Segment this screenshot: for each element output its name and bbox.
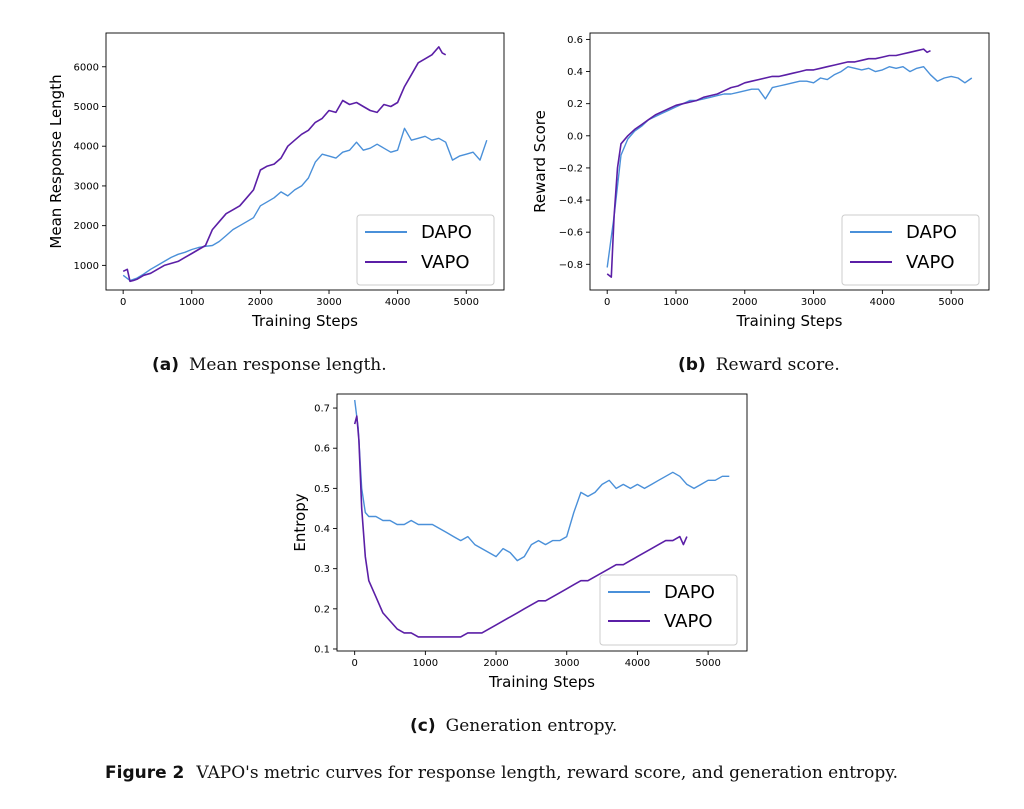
legend-label-vapo: VAPO (664, 611, 713, 632)
y-tick-label: 0.3 (314, 564, 330, 575)
x-tick-label: 4000 (625, 658, 650, 669)
caption-a-tag: (a) (152, 355, 180, 375)
caption-b: (b) Reward score. (678, 355, 840, 375)
y-tick-label: −0.2 (559, 163, 583, 174)
y-tick-label: 5000 (74, 102, 99, 113)
y-tick-label: 6000 (74, 62, 99, 73)
caption-c: (c) Generation entropy. (410, 716, 617, 736)
caption-a-text: Mean response length. (189, 355, 387, 375)
caption-c-tag: (c) (410, 716, 436, 736)
legend-label-dapo: DAPO (421, 222, 472, 243)
x-tick-label: 3000 (554, 658, 579, 669)
figure-caption-text: VAPO's metric curves for response length… (196, 763, 899, 783)
x-tick-label: 0 (351, 658, 357, 669)
x-tick-label: 1000 (413, 658, 438, 669)
series-line-dapo (354, 399, 730, 562)
caption-b-tag: (b) (678, 355, 706, 375)
y-axis-label: Reward Score (531, 110, 549, 213)
chart-reward-score: 0 1000 2000 3000 4000 5000 −0.8 −0.6 −0.4 −0.2 0.0… (531, 32, 990, 330)
caption-c-text: Generation entropy. (445, 716, 618, 736)
legend-label-vapo: VAPO (421, 252, 470, 273)
series-line-dapo (122, 127, 488, 282)
y-axis-label: Mean Response Length (47, 74, 65, 248)
x-tick-label: 0 (120, 297, 126, 308)
chart-generation-entropy: 0 1000 2000 3000 4000 5000 0.1 0.2 0.3 0.4 0.5 0.6 0… (291, 393, 748, 691)
plot-frame (589, 32, 990, 291)
y-tick-label: 0.1 (314, 644, 330, 655)
x-tick-label: 2000 (732, 297, 757, 308)
series-line-vapo (606, 48, 931, 278)
y-tick-label: 0.7 (314, 404, 330, 415)
figure-caption-tag: Figure 2 (105, 763, 185, 783)
x-tick-label: 1000 (663, 297, 688, 308)
legend-label-dapo: DAPO (664, 582, 715, 603)
caption-b-text: Reward score. (715, 355, 840, 375)
plot-frame (105, 32, 505, 291)
legend-label-vapo: VAPO (906, 252, 955, 273)
x-tick-label: 2000 (248, 297, 273, 308)
y-tick-label: 0.0 (567, 131, 583, 142)
x-tick-label: 5000 (454, 297, 479, 308)
chart-mean-response-length: 0 1000 2000 3000 4000 5000 1000 2000 3000 4000 500… (47, 32, 505, 330)
x-tick-label: 1000 (179, 297, 204, 308)
y-tick-label: 0.4 (567, 67, 583, 78)
series-line-vapo (122, 46, 447, 283)
x-tick-label: 0 (604, 297, 610, 308)
x-tick-label: 2000 (483, 658, 508, 669)
y-tick-label: −0.4 (559, 196, 583, 207)
figure-caption: Figure 2 VAPO's metric curves for respons… (105, 763, 898, 783)
y-tick-label: 0.2 (314, 604, 330, 615)
y-tick-label: 2000 (74, 221, 99, 232)
x-axis-label: Training Steps (251, 312, 358, 330)
y-tick-label: 1000 (74, 261, 99, 272)
x-axis-label: Training Steps (488, 673, 595, 691)
y-axis-label: Entropy (291, 493, 309, 551)
legend: DAPO VAPO (841, 214, 980, 286)
y-tick-label: 0.5 (314, 484, 330, 495)
x-tick-label: 5000 (938, 297, 963, 308)
y-tick-label: 0.2 (567, 99, 583, 110)
x-axis-label: Training Steps (736, 312, 843, 330)
legend: DAPO VAPO (356, 214, 495, 286)
x-tick-label: 4000 (870, 297, 895, 308)
x-tick-label: 3000 (801, 297, 826, 308)
series-line-dapo (606, 65, 973, 268)
x-tick-label: 4000 (385, 297, 410, 308)
y-tick-label: 3000 (74, 181, 99, 192)
x-tick-label: 3000 (316, 297, 341, 308)
y-tick-label: 4000 (74, 142, 99, 153)
y-tick-label: −0.8 (559, 260, 583, 271)
plot-frame (336, 393, 748, 652)
y-tick-label: 0.6 (567, 35, 583, 46)
y-tick-label: 0.6 (314, 444, 330, 455)
caption-a: (a) Mean response length. (152, 355, 387, 375)
legend: DAPO VAPO (599, 574, 738, 646)
x-tick-label: 5000 (695, 658, 720, 669)
series-line-vapo (353, 415, 688, 638)
legend-label-dapo: DAPO (906, 222, 957, 243)
y-tick-label: 0.4 (314, 524, 330, 535)
y-tick-label: −0.6 (559, 228, 583, 239)
